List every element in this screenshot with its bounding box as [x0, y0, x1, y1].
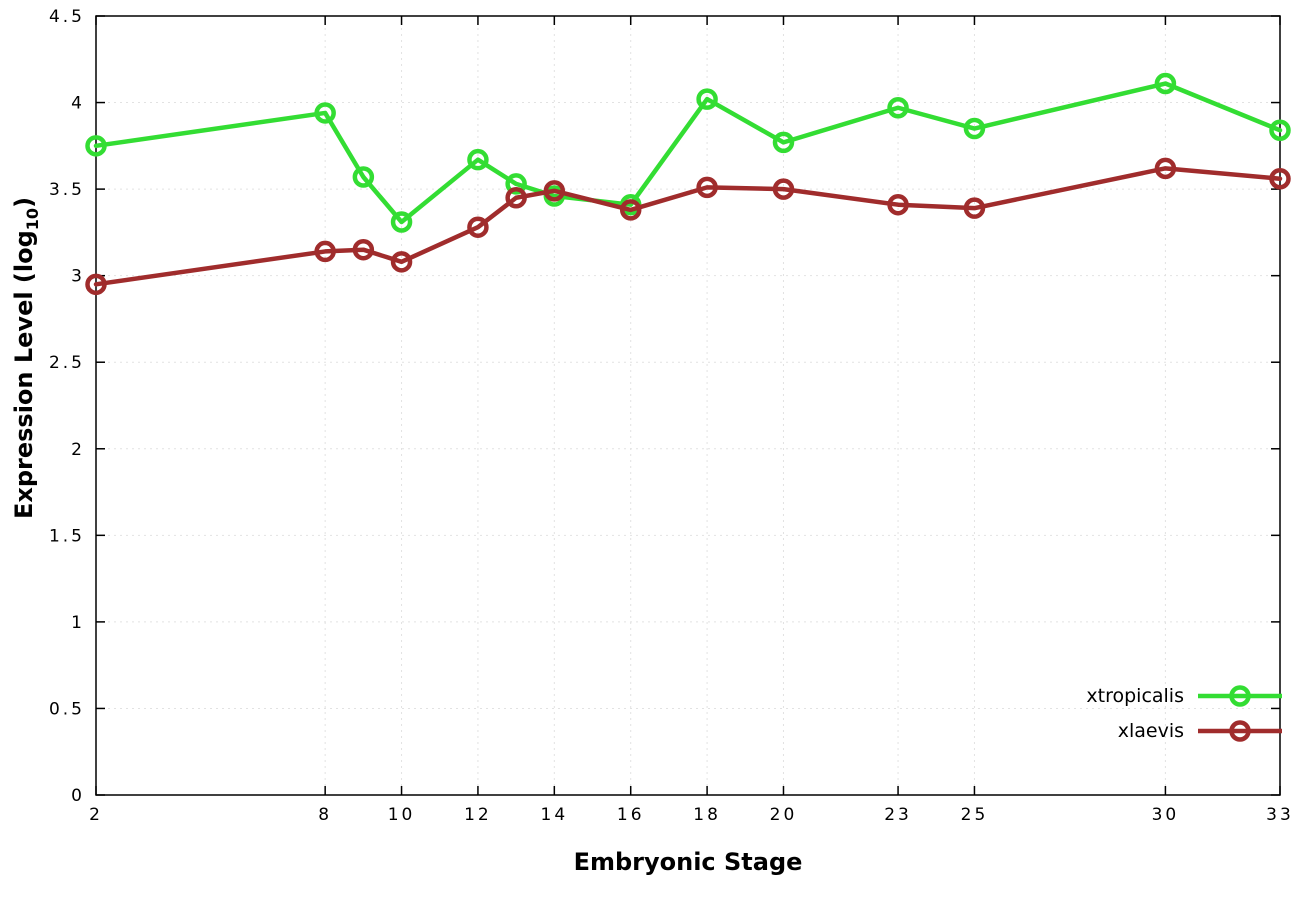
y-tick-label: 2.5	[49, 353, 85, 373]
series-marker-xtropicalis	[390, 211, 413, 233]
legend-item: xlaevis	[1118, 718, 1284, 744]
series-marker-xlaevis	[467, 216, 489, 238]
x-tick-label: 30	[1152, 805, 1180, 825]
series-marker-xlaevis	[85, 273, 107, 296]
x-tick-label: 14	[541, 805, 569, 825]
series-marker-xlaevis	[696, 176, 718, 199]
series-marker-xlaevis	[1269, 167, 1291, 190]
series-marker-xtropicalis	[963, 117, 986, 140]
y-tick-label: 4	[71, 94, 85, 114]
series-marker-xlaevis	[887, 193, 909, 216]
legend-marker-icon	[1198, 685, 1282, 707]
series-marker-xtropicalis	[467, 148, 489, 171]
series-marker-xtropicalis	[85, 135, 107, 157]
x-tick-label: 33	[1266, 805, 1294, 825]
series-marker-xtropicalis	[1154, 72, 1177, 95]
y-tick-label: 3.5	[49, 180, 85, 200]
y-tick-label: 4.5	[49, 7, 85, 27]
legend-label: xlaevis	[1117, 720, 1184, 742]
y-axis-label-subscript: 10	[22, 207, 42, 231]
series-marker-xtropicalis	[352, 166, 375, 188]
x-tick-label: 8	[318, 805, 332, 825]
series-marker-xlaevis	[505, 187, 527, 209]
series-marker-xlaevis	[352, 238, 375, 261]
plot-border	[95, 15, 1281, 796]
x-tick-label: 25	[961, 805, 989, 825]
y-tick-label: 2	[71, 440, 85, 460]
legend-label: xtropicalis	[1086, 685, 1184, 707]
series-marker-xtropicalis	[505, 173, 527, 195]
legend-marker-icon	[1198, 720, 1282, 742]
x-tick-label: 10	[388, 805, 416, 825]
series-marker-xlaevis	[314, 240, 336, 263]
y-tick-label: 0	[71, 786, 85, 806]
x-tick-label: 18	[693, 805, 721, 825]
x-tick-label: 20	[770, 805, 798, 825]
series-marker-xtropicalis	[887, 96, 909, 119]
x-tick-label: 23	[884, 805, 912, 825]
legend: xtropicalis xlaevis	[1086, 683, 1284, 744]
series-marker-xlaevis	[963, 197, 986, 219]
y-tick-label: 1.5	[49, 526, 85, 546]
series-marker-xlaevis	[1154, 157, 1177, 180]
y-axis-label: Expression Level (log10)	[10, 197, 42, 519]
y-tick-label: 3	[71, 267, 85, 287]
x-tick-label: 12	[464, 805, 492, 825]
series-marker-xlaevis	[543, 180, 566, 202]
series-line-xtropicalis	[93, 81, 1283, 225]
series-marker-xlaevis	[772, 178, 795, 200]
series-line-xlaevis	[93, 166, 1283, 287]
series-marker-xtropicalis	[314, 102, 336, 124]
series-marker-xtropicalis	[696, 88, 718, 110]
series-marker-xlaevis	[619, 199, 642, 221]
series-marker-xlaevis	[390, 251, 413, 273]
y-tick-label: 1	[71, 613, 85, 633]
x-tick-label: 16	[617, 805, 645, 825]
series-marker-xtropicalis	[1269, 119, 1291, 142]
legend-item: xtropicalis	[1086, 683, 1284, 709]
y-axis-label-suffix: )	[10, 196, 39, 208]
y-axis-label-prefix: Expression Level (log	[10, 230, 39, 520]
y-tick-label: 0.5	[49, 699, 85, 719]
x-axis-label: Embryonic Stage	[573, 848, 803, 876]
series-marker-xtropicalis	[772, 131, 795, 154]
x-tick-label: 2	[89, 805, 103, 825]
